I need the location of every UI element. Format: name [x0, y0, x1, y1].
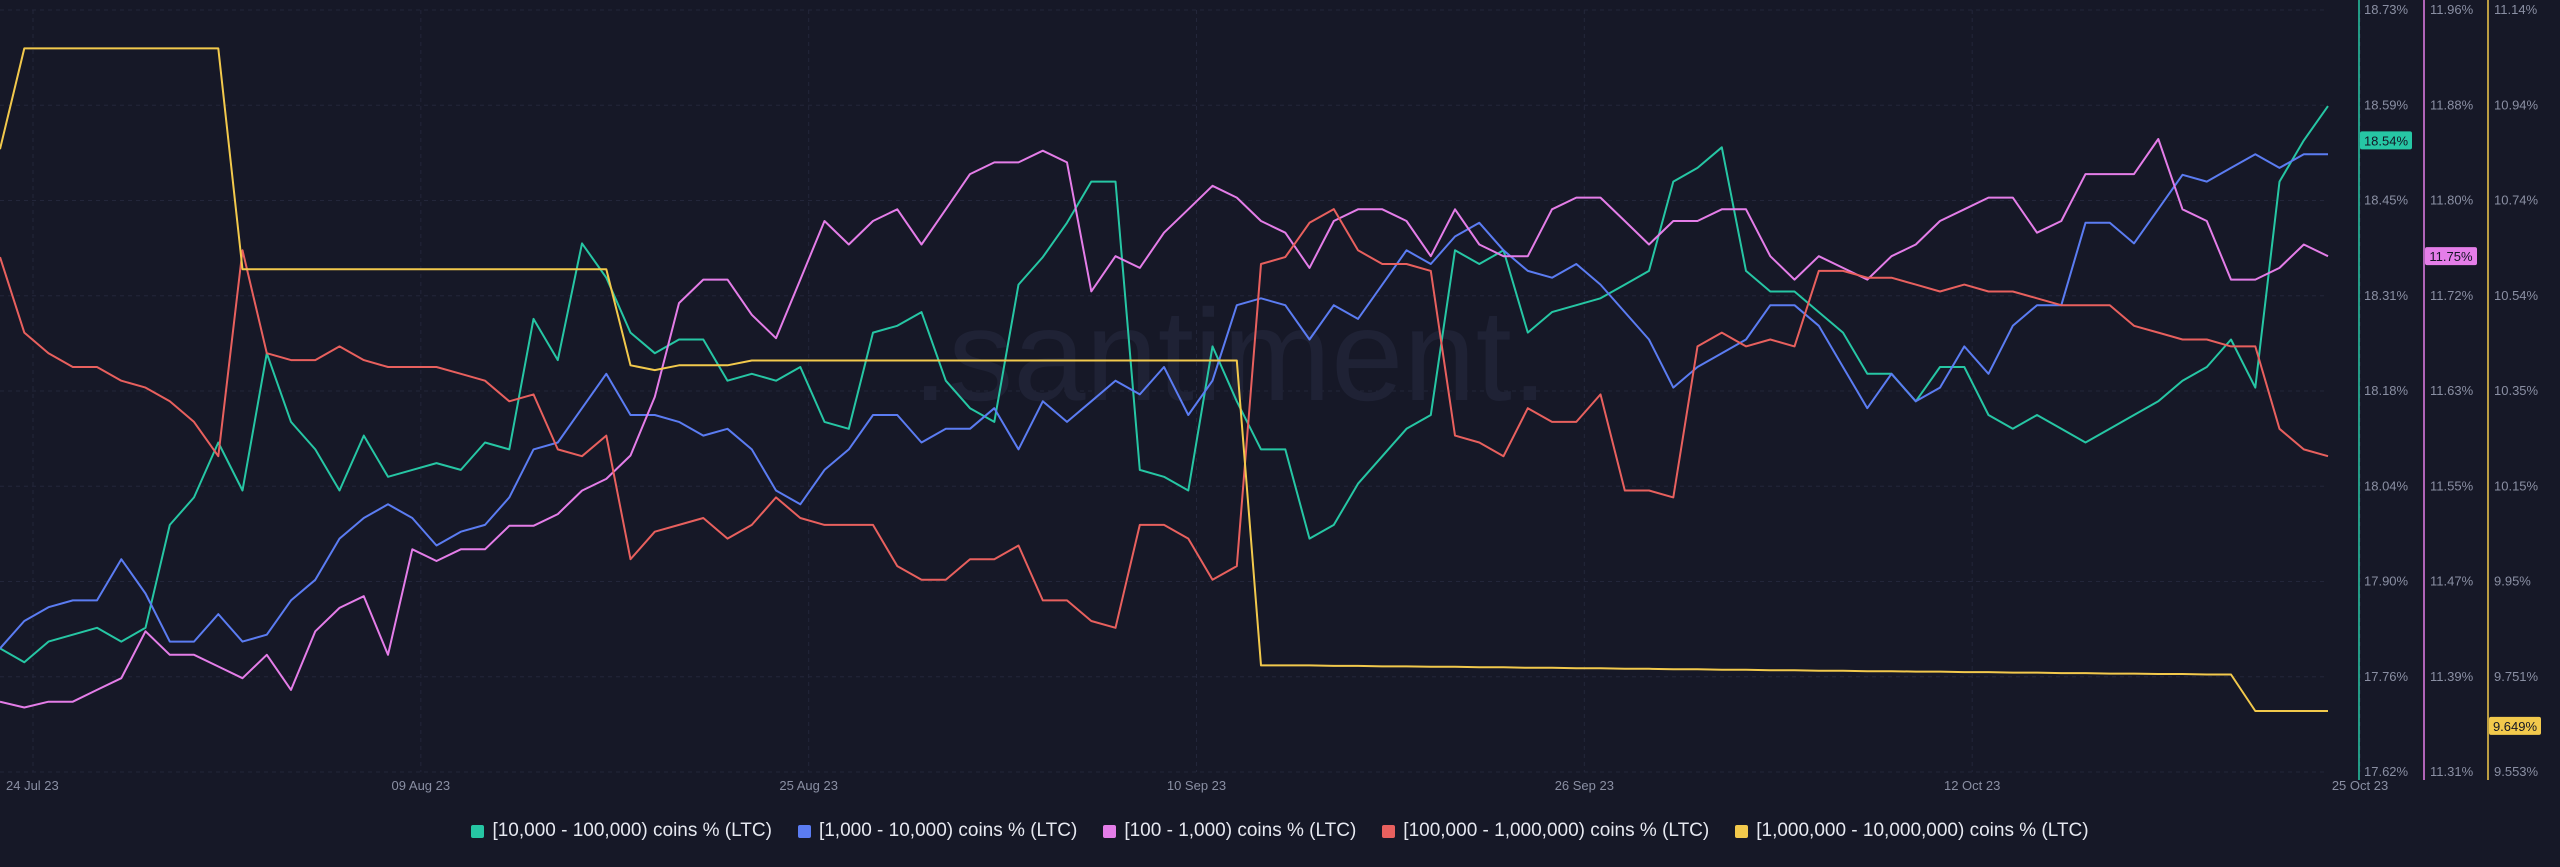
value-badge: 18.54%	[2360, 131, 2412, 150]
legend-label: [10,000 - 100,000) coins % (LTC)	[492, 820, 772, 841]
y-tick-label: 18.59%	[2364, 97, 2409, 112]
y-tick-label: 11.63%	[2430, 383, 2474, 398]
legend-label: [100,000 - 1,000,000) coins % (LTC)	[1403, 820, 1710, 841]
series-line	[0, 47, 2328, 712]
y-tick-label: 11.72%	[2430, 288, 2474, 303]
y-tick-label: 11.80%	[2430, 193, 2474, 208]
value-badge-text: 11.75%	[2429, 249, 2473, 264]
value-badge: 9.649%	[2489, 716, 2541, 735]
x-tick-label: 24 Jul 23	[6, 778, 59, 793]
legend-label: [100 - 1,000) coins % (LTC)	[1124, 820, 1357, 841]
y-tick-label: 18.31%	[2364, 288, 2409, 303]
y-tick-label: 9.553%	[2494, 764, 2539, 779]
legend-swatch	[1382, 824, 1396, 838]
value-badge-text: 9.649%	[2493, 719, 2538, 734]
y-tick-label: 10.35%	[2494, 383, 2539, 398]
y-axes: 18.73% 18.59% 18.45% 18.31% 18.18% 18.04% 17.9…	[2358, 0, 2539, 780]
legend-swatch	[471, 824, 485, 838]
y-tick-label: 10.15%	[2494, 478, 2539, 493]
x-tick-label: 12 Oct 23	[1944, 778, 2000, 793]
y-tick-label: 17.62%	[2364, 764, 2409, 779]
grid	[0, 9, 2361, 773]
series-line	[0, 105, 2329, 664]
x-tick-label: 25 Aug 23	[779, 778, 838, 793]
x-tick-label: 26 Sep 23	[1555, 778, 1614, 793]
legend-swatch	[1735, 824, 1749, 838]
legend-swatch	[1103, 824, 1117, 838]
y-tick-label: 11.96%	[2430, 2, 2474, 17]
legend-label: [1,000 - 10,000) coins % (LTC)	[818, 820, 1078, 841]
y-tick-label: 18.18%	[2364, 383, 2409, 398]
legend: [10,000 - 100,000) coins % (LTC) [1,000 -…	[0, 820, 2560, 842]
value-badge: 11.75%	[2425, 247, 2477, 266]
x-axis: 24 Jul 23 09 Aug 23 25 Aug 23 10 Sep 23 26 S…	[6, 778, 2388, 793]
y-tick-label: 11.31%	[2430, 764, 2474, 779]
y-tick-label: 11.39%	[2430, 669, 2474, 684]
value-badge-text: 18.54%	[2364, 133, 2409, 148]
y-tick-label: 18.45%	[2364, 193, 2409, 208]
x-tick-label: 25 Oct 23	[2332, 778, 2388, 793]
y-tick-label: 10.74%	[2494, 193, 2539, 208]
y-tick-label: 17.90%	[2364, 574, 2409, 589]
x-tick-label: 10 Sep 23	[1167, 778, 1226, 793]
series-line	[0, 138, 2329, 709]
legend-item[interactable]: [1,000 - 10,000) coins % (LTC)	[797, 820, 1078, 842]
y-tick-label: 18.73%	[2364, 2, 2409, 17]
y-tick-label: 11.47%	[2430, 574, 2474, 589]
watermark: .santiment.	[912, 282, 1548, 428]
y-tick-label: 17.76%	[2364, 669, 2409, 684]
legend-item[interactable]: [100,000 - 1,000,000) coins % (LTC)	[1382, 820, 1709, 842]
y-tick-label: 11.55%	[2430, 478, 2474, 493]
value-badges: 18.54% 11.75% 9.649%	[2360, 131, 2541, 735]
y-tick-label: 10.94%	[2494, 97, 2539, 112]
legend-item[interactable]: [100 - 1,000) coins % (LTC)	[1103, 820, 1356, 842]
legend-swatch	[797, 824, 811, 838]
y-tick-label: 11.14%	[2494, 2, 2538, 17]
legend-item[interactable]: [10,000 - 100,000) coins % (LTC)	[471, 820, 772, 842]
y-tick-label: 9.95%	[2494, 574, 2531, 589]
y-tick-label: 18.04%	[2364, 478, 2409, 493]
series-line	[0, 208, 2329, 629]
legend-label: [1,000,000 - 10,000,000) coins % (LTC)	[1756, 820, 2089, 841]
y-tick-label: 11.88%	[2430, 97, 2474, 112]
legend-item[interactable]: [1,000,000 - 10,000,000) coins % (LTC)	[1735, 820, 2089, 842]
y-tick-label: 9.751%	[2494, 669, 2539, 684]
series-lines	[0, 47, 2329, 712]
y-tick-label: 10.54%	[2494, 288, 2539, 303]
series-line	[0, 153, 2328, 650]
x-tick-label: 09 Aug 23	[392, 778, 451, 793]
